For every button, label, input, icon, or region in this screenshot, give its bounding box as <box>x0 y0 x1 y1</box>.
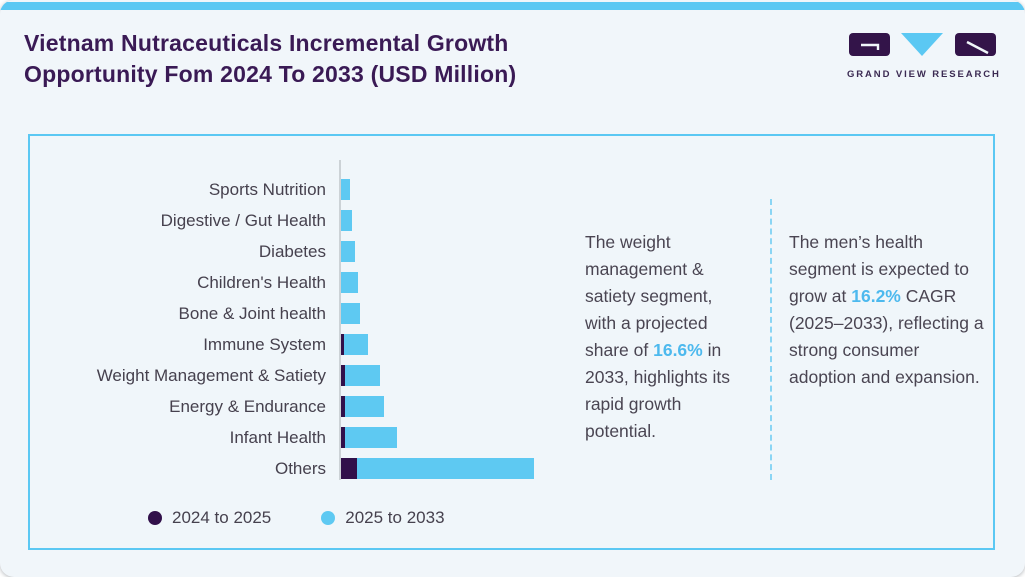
bar-segment-2025-to-2033 <box>341 210 352 231</box>
callout-2-highlight: 16.2% <box>851 286 901 306</box>
bar-segment-2024-to-2025 <box>341 396 345 417</box>
header: Vietnam Nutraceuticals Incremental Growt… <box>0 10 1025 90</box>
bar-group <box>341 241 355 262</box>
category-label: Diabetes <box>258 241 326 261</box>
chart-row: Diabetes <box>42 236 562 267</box>
category-label: Immune System <box>203 334 326 354</box>
bar-group <box>341 365 380 386</box>
chart-rows: Sports Nutrition Digestive / Gut Health Di… <box>42 174 562 484</box>
chart-row: Bone & Joint health <box>42 298 562 329</box>
legend-dot-2024-2025 <box>148 511 162 525</box>
callout-mens-health: The men’s health segment is expected to … <box>772 136 996 548</box>
bar-chart: Sports Nutrition Digestive / Gut Health Di… <box>30 136 562 548</box>
legend-label-2024-2025: 2024 to 2025 <box>172 508 272 527</box>
chart-legend: 2024 to 2025 2025 to 2033 <box>148 508 562 528</box>
callout-1-after: in 2033, highlights its rapid growth pot… <box>585 340 730 441</box>
callout-2-before: The men’s health segment is expected to … <box>789 232 969 306</box>
brand-logo: GRAND VIEW RESEARCH <box>847 32 999 80</box>
bar-group <box>341 272 358 293</box>
bar-segment-2025-to-2033 <box>341 179 350 200</box>
chart-row: Sports Nutrition <box>42 174 562 205</box>
bar-group <box>341 179 350 200</box>
chart-card: Sports Nutrition Digestive / Gut Health Di… <box>28 134 995 550</box>
bar-segment-2024-to-2025 <box>341 427 345 448</box>
page-title-line2: Opportunity Fom 2024 To 2033 (USD Millio… <box>24 61 517 87</box>
page-title: Vietnam Nutraceuticals Incremental Growt… <box>24 28 516 90</box>
callout-1-highlight: 16.6% <box>653 340 703 360</box>
callout-2-after: CAGR (2025–2033), reflecting a strong co… <box>789 286 984 387</box>
callout-divider-line <box>770 199 772 480</box>
category-label: Infant Health <box>229 427 326 447</box>
bar-segment-2025-to-2033 <box>345 396 384 417</box>
legend-dot-2025-2033 <box>321 511 336 525</box>
bar-group <box>341 210 352 231</box>
bar-segment-2024-to-2025 <box>341 458 357 479</box>
gvr-logo-icon <box>849 33 996 56</box>
chart-row: Digestive / Gut Health <box>42 205 562 236</box>
bar-segment-2025-to-2033 <box>341 272 358 293</box>
bar-segment-2025-to-2033 <box>341 241 355 262</box>
category-label: Sports Nutrition <box>208 179 326 199</box>
chart-row: Weight Management & Satiety <box>42 360 562 391</box>
chart-row: Others <box>42 453 562 484</box>
brand-logo-text: GRAND VIEW RESEARCH <box>847 69 1001 80</box>
category-label: Digestive / Gut Health <box>160 210 326 230</box>
legend-item-2025-2033: 2025 to 2033 <box>321 508 445 528</box>
category-label: Energy & Endurance <box>169 396 326 416</box>
category-axis-line <box>339 160 341 480</box>
category-label: Others <box>274 458 326 478</box>
callout-1-before: The weight management & satiety segment,… <box>585 232 713 360</box>
bar-segment-2025-to-2033 <box>345 427 397 448</box>
bar-segment-2025-to-2033 <box>341 303 360 324</box>
chart-row: Immune System <box>42 329 562 360</box>
bar-segment-2024-to-2025 <box>341 365 345 386</box>
bar-segment-2024-to-2025 <box>341 334 344 355</box>
bar-group <box>341 458 534 479</box>
bar-group <box>341 334 368 355</box>
bar-segment-2025-to-2033 <box>357 458 534 479</box>
legend-item-2024-2025: 2024 to 2025 <box>148 508 271 528</box>
callout-weight-management-text: The weight management & satiety segment,… <box>585 229 748 445</box>
bar-segment-2025-to-2033 <box>345 365 380 386</box>
bar-group <box>341 396 384 417</box>
category-label: Weight Management & Satiety <box>96 365 326 385</box>
chart-row: Energy & Endurance <box>42 391 562 422</box>
page-title-line1: Vietnam Nutraceuticals Incremental Growt… <box>24 30 509 56</box>
bar-group <box>341 303 360 324</box>
callout-mens-health-text: The men’s health segment is expected to … <box>789 229 984 391</box>
bar-segment-2025-to-2033 <box>344 334 368 355</box>
category-label: Bone & Joint health <box>178 303 326 323</box>
top-accent-bar <box>0 2 1025 10</box>
chart-row: Infant Health <box>42 422 562 453</box>
category-label: Children's Health <box>197 272 326 292</box>
legend-label-2025-2033: 2025 to 2033 <box>345 508 445 527</box>
chart-row: Children's Health <box>42 267 562 298</box>
bar-group <box>341 427 397 448</box>
callout-weight-management: The weight management & satiety segment,… <box>562 136 770 548</box>
